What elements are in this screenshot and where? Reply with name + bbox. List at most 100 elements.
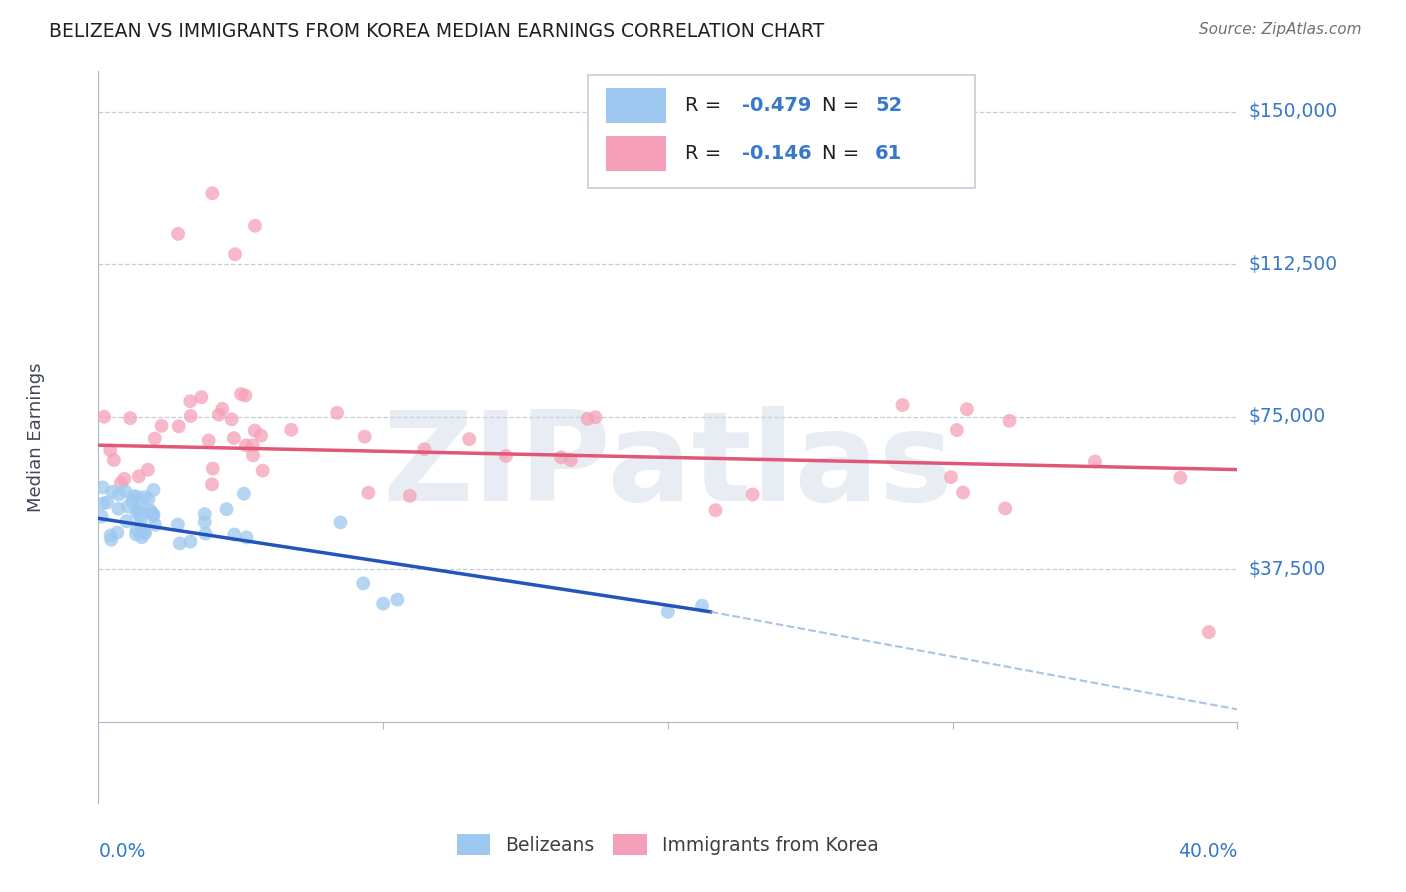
Text: BELIZEAN VS IMMIGRANTS FROM KOREA MEDIAN EARNINGS CORRELATION CHART: BELIZEAN VS IMMIGRANTS FROM KOREA MEDIAN… xyxy=(49,22,824,41)
Point xyxy=(242,438,264,452)
Point xyxy=(233,388,256,402)
Point xyxy=(250,428,273,442)
Point xyxy=(994,501,1017,516)
Point xyxy=(387,592,409,607)
Point xyxy=(108,487,131,501)
Point xyxy=(201,477,224,491)
Point xyxy=(495,449,517,463)
Point xyxy=(211,401,233,416)
Point xyxy=(550,450,572,465)
Point xyxy=(167,419,190,434)
Point xyxy=(91,480,114,494)
Point xyxy=(194,515,217,529)
Point xyxy=(891,398,914,412)
Point xyxy=(129,501,152,516)
Point xyxy=(122,489,145,503)
Point xyxy=(136,463,159,477)
Point xyxy=(194,526,217,541)
Point xyxy=(1084,454,1107,468)
Point xyxy=(121,494,143,508)
Text: 61: 61 xyxy=(875,144,903,162)
Point xyxy=(125,490,148,504)
Point xyxy=(125,506,148,520)
Point xyxy=(134,526,156,541)
Text: -0.479: -0.479 xyxy=(742,96,811,115)
Point xyxy=(114,483,136,498)
Point xyxy=(128,469,150,483)
Point xyxy=(280,423,302,437)
Point xyxy=(190,390,212,404)
Text: R =: R = xyxy=(685,144,727,162)
Point xyxy=(179,394,201,409)
Text: R =: R = xyxy=(685,96,727,115)
Point xyxy=(129,514,152,528)
Point xyxy=(690,599,713,613)
Point xyxy=(576,412,599,426)
Point xyxy=(353,430,375,444)
FancyBboxPatch shape xyxy=(606,136,665,171)
Point xyxy=(91,497,114,511)
Point xyxy=(110,475,132,490)
Point xyxy=(357,485,380,500)
Point xyxy=(326,406,349,420)
Text: $112,500: $112,500 xyxy=(1249,255,1337,274)
FancyBboxPatch shape xyxy=(588,75,976,188)
Text: 52: 52 xyxy=(875,96,903,115)
Legend: Belizeans, Immigrants from Korea: Belizeans, Immigrants from Korea xyxy=(450,826,886,863)
Point xyxy=(657,605,679,619)
Point xyxy=(96,495,118,509)
Text: Median Earnings: Median Earnings xyxy=(27,362,45,512)
Point xyxy=(125,523,148,537)
Point xyxy=(166,517,188,532)
Text: $37,500: $37,500 xyxy=(1249,559,1326,579)
Point xyxy=(229,387,252,401)
Point xyxy=(252,464,274,478)
Point xyxy=(235,438,257,452)
Point xyxy=(179,534,201,549)
Point xyxy=(201,461,224,475)
Point xyxy=(150,418,173,433)
Point xyxy=(741,487,763,501)
Point xyxy=(132,524,155,539)
Point xyxy=(585,410,607,425)
Point xyxy=(129,508,152,522)
Point xyxy=(413,442,436,457)
Point xyxy=(117,500,139,514)
Point xyxy=(100,533,122,547)
Point xyxy=(560,453,582,467)
Point xyxy=(243,424,266,438)
Point xyxy=(704,503,727,517)
Point xyxy=(127,503,149,517)
Point xyxy=(952,485,974,500)
Text: N =: N = xyxy=(821,96,865,115)
Point xyxy=(107,525,129,540)
Point xyxy=(169,536,191,550)
Text: $150,000: $150,000 xyxy=(1249,103,1337,121)
Point xyxy=(939,470,962,484)
Point xyxy=(131,530,153,544)
Point xyxy=(201,186,224,201)
Point xyxy=(221,412,243,426)
Point xyxy=(167,227,190,241)
Point xyxy=(224,247,246,261)
Point xyxy=(107,501,129,516)
Point xyxy=(115,514,138,528)
Point xyxy=(142,483,165,497)
Point xyxy=(232,486,254,500)
Point xyxy=(180,409,202,423)
Point xyxy=(93,409,115,424)
Point xyxy=(90,509,112,524)
Text: 0.0%: 0.0% xyxy=(98,842,146,861)
Point xyxy=(142,508,165,522)
Point xyxy=(222,431,245,445)
Text: ZIPatlas: ZIPatlas xyxy=(382,406,953,527)
Point xyxy=(143,517,166,532)
Point xyxy=(141,506,163,520)
Point xyxy=(143,432,166,446)
Point xyxy=(98,443,121,458)
Point xyxy=(946,423,969,437)
Point xyxy=(224,527,246,541)
Point xyxy=(242,448,264,462)
Point xyxy=(120,411,142,425)
Point xyxy=(100,528,122,542)
